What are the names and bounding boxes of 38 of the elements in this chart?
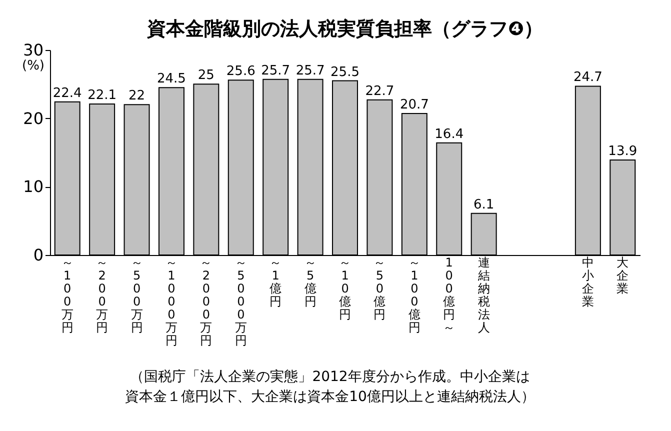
chart-title: 資本金階級別の法人税実質負担率（グラフ❹） (146, 18, 544, 40)
x-tick-label: 中小企業 (582, 256, 594, 308)
x-tick-label: 100億円～ (443, 256, 456, 334)
x-tick-label: ～5億円 (304, 256, 316, 308)
data-label: 24.7 (573, 70, 602, 86)
y-tick-label: 30 (23, 40, 44, 60)
x-tick-label: ～500万円 (130, 256, 143, 334)
x-tick-label: ～10億円 (339, 256, 351, 322)
data-label: 25.5 (330, 64, 360, 80)
y-tick-label: 20 (23, 108, 44, 128)
y-axis-title: (%) (22, 58, 44, 74)
data-label: 22.7 (365, 84, 394, 99)
y-tick-label: 10 (23, 177, 44, 196)
data-label: 6.1 (473, 197, 494, 212)
x-tick-label: ～5000万円 (234, 256, 247, 348)
x-tick-label: ～1000万円 (165, 256, 178, 348)
data-label: 25.7 (261, 63, 290, 78)
x-tick-label: ～100億円 (408, 256, 420, 334)
x-tick-label: ～200万円 (96, 256, 108, 334)
data-label: 16.4 (434, 126, 464, 142)
data-label: 22 (128, 88, 146, 104)
data-label: 25.7 (296, 63, 325, 78)
data-label: 20.7 (400, 98, 429, 113)
x-tick-label: 大企業 (616, 256, 629, 296)
data-label: 25.6 (226, 64, 256, 80)
x-tick-label: ～50億円 (374, 256, 386, 322)
text: （国税庁「法人企業の実態」2012年度分から作成。中小企業は (130, 369, 530, 385)
y-tick-label: 0 (33, 246, 44, 264)
x-tick-label: ～2000万円 (200, 256, 212, 348)
x-tick-label: 連結納税法人 (476, 256, 490, 334)
data-label: 22.4 (52, 86, 82, 101)
x-tick-label: ～100万円 (61, 256, 74, 334)
data-label: 25 (198, 68, 214, 84)
data-label: 13.9 (608, 144, 638, 160)
data-label: 22.1 (88, 88, 117, 103)
x-tick-label: ～1億円 (270, 256, 282, 308)
data-label: 24.5 (156, 72, 186, 87)
text: 資本金１億円以下、大企業は資本金10億円以上と連結納税法人） (125, 389, 535, 405)
